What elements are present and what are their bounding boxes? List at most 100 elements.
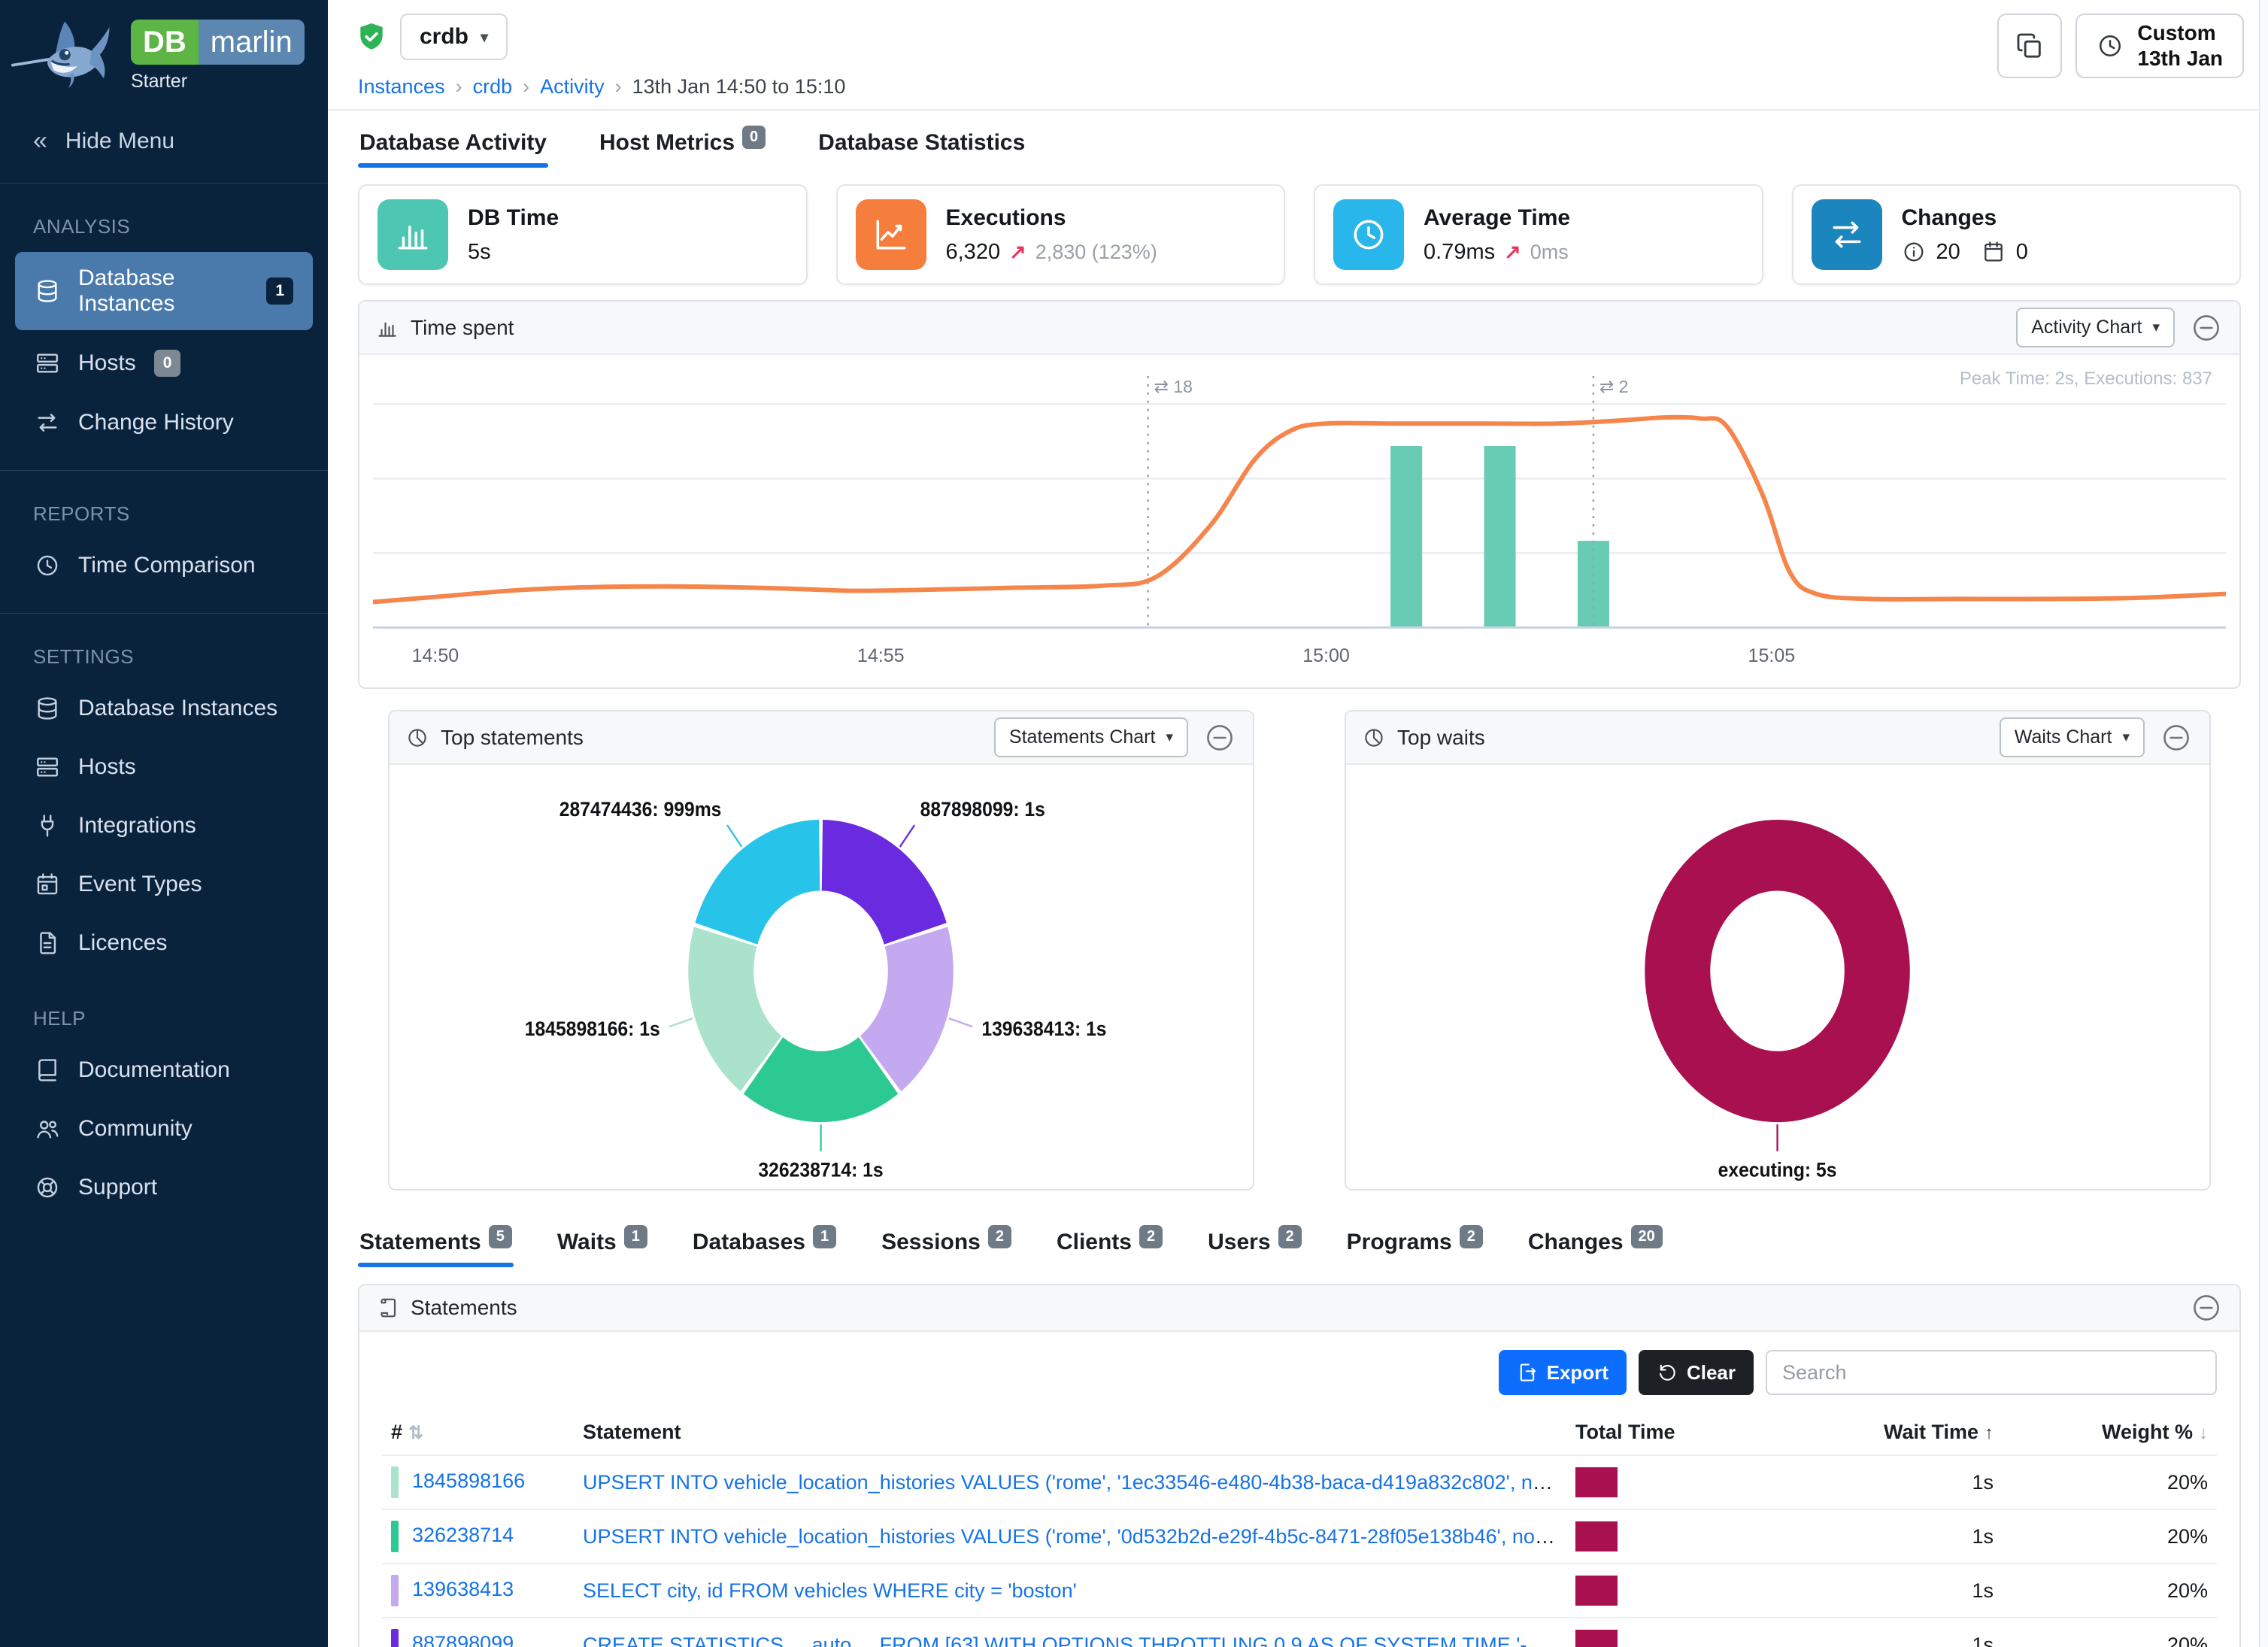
top-waits-donut[interactable]: executing: 5s [1349,768,2206,1186]
plug-icon [35,813,60,839]
page-scrollbar[interactable] [2259,0,2268,1647]
topbar-left: crdb ▾ Instances › crdb › Activity › 13th Jan … [355,14,848,99]
sidebar-item-label: Integrations [78,813,196,838]
scroll-icon [381,1298,396,1318]
statement-text-link[interactable]: CREATE STATISTICS __auto__ FROM [63] WIT… [583,1633,1564,1647]
sidebar-item-support[interactable]: Support [15,1161,313,1214]
tab-label: Database Statistics [818,130,1026,155]
tab-host-metrics[interactable]: Host Metrics 0 [598,117,767,174]
sidebar-item-hosts[interactable]: Hosts [15,741,313,793]
instance-selector[interactable]: crdb ▾ [400,14,508,60]
tab-changes[interactable]: Changes 20 [1527,1216,1664,1273]
collapse-panel-button[interactable] [2190,1291,2223,1324]
count-badge: 5 [488,1225,512,1248]
line-chart-icon [855,199,926,270]
brand-wordmark: DB marlin [131,19,305,65]
main-tabs: Database Activity Host Metrics 0 Database S… [328,117,2268,174]
clock-icon [1333,199,1404,270]
panel-title: Top waits [1363,726,1485,750]
info-icon [1904,242,1923,262]
minus-circle-icon [1207,724,1233,751]
wait-time-value: 1s [1777,1454,2003,1509]
card-value: 5s [468,239,491,264]
sidebar-item-database-instances[interactable]: Database Instances [15,682,313,735]
card-average-time[interactable]: Average Time 0.79ms ↗ 0ms [1314,184,1763,285]
waits-chart-dropdown[interactable]: Waits Chart [1999,717,2145,757]
card-db-time[interactable]: DB Time 5s [358,184,808,285]
sidebar-item-change-history[interactable]: Change History [15,396,313,449]
collapse-panel-button[interactable] [2190,311,2223,344]
sidebar-item-database-instances[interactable]: Database Instances 1 [15,252,313,330]
column-header-weight[interactable]: Weight % ↓ [2102,1421,2208,1443]
search-input[interactable] [1766,1350,2217,1395]
panel-title: Time spent [376,316,514,340]
activity-chart-dropdown[interactable]: Activity Chart [2016,308,2175,347]
tab-clients[interactable]: Clients 2 [1055,1216,1164,1273]
section-label: REPORTS [33,502,130,525]
panel-actions: Waits Chart [1999,717,2193,757]
breadcrumb-instances[interactable]: Instances [358,75,445,98]
time-spent-panel: Time spent Activity Chart Peak Time: 2s,… [358,300,2241,689]
tab-database-statistics[interactable]: Database Statistics [817,117,1026,174]
tab-programs[interactable]: Programs 2 [1345,1216,1484,1273]
bar-chart-icon [378,322,396,337]
statement-id-link[interactable]: 887898099 [412,1632,514,1647]
tab-sessions[interactable]: Sessions 2 [880,1216,1013,1273]
collapse-panel-button[interactable] [2160,721,2193,754]
tab-databases[interactable]: Databases 1 [691,1216,838,1273]
sidebar-item-licences[interactable]: Licences [15,917,313,969]
sidebar-item-documentation[interactable]: Documentation [15,1044,313,1096]
breadcrumb-activity[interactable]: Activity [540,75,605,98]
count-badge: 2 [1278,1225,1302,1248]
sidebar-item-event-types[interactable]: Event Types [15,858,313,911]
clock-icon [2100,35,2121,57]
main-content: crdb ▾ Instances › crdb › Activity › 13th Jan … [328,0,2268,1647]
time-range-button[interactable]: Custom 13th Jan [2075,14,2244,78]
export-button[interactable]: Export [1498,1350,1627,1395]
sidebar-item-community[interactable]: Community [15,1103,313,1155]
sidebar-item-time-comparison[interactable]: Time Comparison [15,539,313,592]
app-logo[interactable]: DB marlin Starter [0,0,328,104]
color-chip [391,1467,399,1498]
statement-id-link[interactable]: 326238714 [412,1524,514,1547]
card-value: 6,320 [945,239,1001,264]
chevron-double-left-icon: « [33,126,47,155]
time-spent-chart[interactable]: ⇄ 18 ⇄ 2 14:50 14:55 15:00 15:05 [373,364,2226,686]
tab-waits[interactable]: Waits 1 [556,1216,649,1273]
statement-id-link[interactable]: 1845898166 [412,1470,526,1493]
column-header-wait-time[interactable]: Wait Time ↑ [1883,1421,1994,1443]
event-changes-count: 0 [2015,239,2028,264]
tab-statements[interactable]: Statements 5 [358,1216,514,1273]
breadcrumb-separator: › [455,75,462,98]
sidebar-item-label: Hosts [78,754,136,779]
sidebar-item-hosts[interactable]: Hosts 0 [15,336,313,390]
panel-title: Top statements [406,726,584,750]
section-label: SETTINGS [33,645,135,668]
tab-label: Users [1208,1230,1271,1254]
statements-chart-dropdown[interactable]: Statements Chart [993,717,1188,757]
clear-button[interactable]: Clear [1638,1350,1754,1395]
breadcrumb-crdb[interactable]: crdb [472,75,513,98]
statement-text-link[interactable]: UPSERT INTO vehicle_location_histories V… [583,1524,1566,1548]
table-row: 1845898166 UPSERT INTO vehicle_location_h… [382,1454,2217,1509]
copy-link-button[interactable] [1997,14,2063,78]
statement-id-link[interactable]: 139638413 [412,1578,514,1601]
card-changes[interactable]: Changes 20 0 [1791,184,2241,285]
sidebar-item-integrations[interactable]: Integrations [15,799,313,852]
color-chip [391,1629,399,1647]
column-header-[interactable]: # ⇅ [391,1421,424,1443]
hide-menu-button[interactable]: « Hide Menu [0,104,328,184]
collapse-panel-button[interactable] [1203,721,1236,754]
sidebar-item-label: Documentation [78,1057,230,1082]
statement-text-link[interactable]: SELECT city, id FROM vehicles WHERE city… [583,1579,1077,1602]
panel-header: Statements [359,1285,2239,1332]
count-badge: 20 [1630,1225,1663,1248]
statement-text-link[interactable]: UPSERT INTO vehicle_location_histories V… [583,1470,1566,1494]
top-statements-donut[interactable]: 887898099: 1s 139638413: 1s 326238714: 1s 1… [393,768,1250,1186]
sidebar-item-label: Hosts [78,350,136,375]
tab-users[interactable]: Users 2 [1206,1216,1303,1273]
card-delta: 0ms [1530,240,1569,263]
tab-database-activity[interactable]: Database Activity [358,117,548,174]
card-executions[interactable]: Executions 6,320 ↗ 2,830 (123%) [835,184,1285,285]
